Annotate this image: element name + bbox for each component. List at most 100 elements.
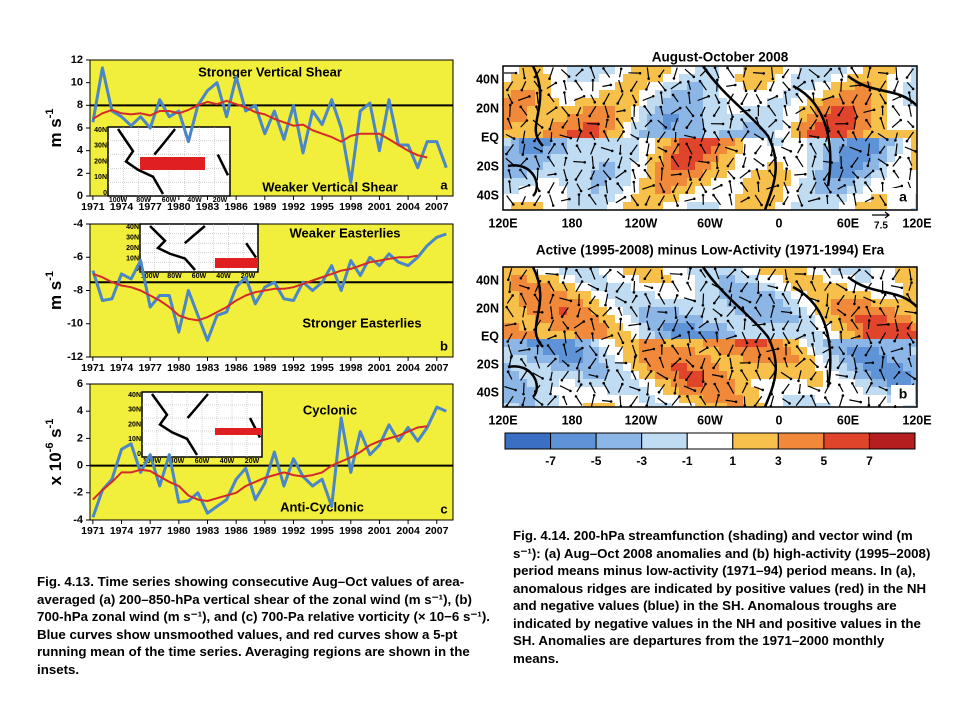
map-cell (527, 186, 535, 194)
map-cell (719, 267, 727, 275)
vector-head (817, 197, 821, 200)
map-cell (767, 154, 775, 162)
vector-head (582, 95, 586, 98)
wind-vector (547, 345, 556, 356)
map-cell (895, 138, 903, 146)
wind-vector (616, 131, 625, 142)
map-cell (759, 363, 767, 371)
vector-head (728, 303, 732, 306)
map-cell (767, 82, 775, 90)
map-cell (871, 146, 879, 154)
map-cell (847, 138, 855, 146)
wind-vector (809, 306, 818, 318)
map-cell (591, 387, 599, 395)
map-cell (599, 162, 607, 170)
wind-vector (741, 331, 748, 344)
vector-head (606, 115, 610, 118)
map-cell (639, 114, 647, 122)
label-text: x 10 (46, 452, 65, 485)
map-cell (559, 371, 567, 379)
map-cell (711, 178, 719, 186)
wind-vector (714, 67, 720, 79)
wind-vector (646, 396, 650, 406)
map-cell (551, 130, 559, 138)
map-cell (727, 339, 735, 347)
map-cell (895, 307, 903, 315)
wind-vector (658, 332, 666, 343)
vector-head (556, 273, 559, 276)
wind-vector (770, 319, 774, 330)
vector-head (864, 181, 867, 184)
map-cell (743, 154, 751, 162)
wind-vector (697, 95, 709, 102)
vector-head (693, 389, 697, 393)
map-cell (791, 331, 799, 339)
map-cell (783, 162, 791, 170)
map-cell (591, 363, 599, 371)
wind-vector (520, 358, 527, 367)
map-cell (839, 186, 847, 194)
vector-head (911, 87, 915, 91)
wind-vector (853, 357, 857, 369)
wind-vector (892, 268, 901, 280)
map-cell (671, 283, 679, 291)
map-cell (895, 371, 903, 379)
vector-head (636, 137, 640, 140)
wind-vector (770, 395, 775, 407)
map-cell (575, 355, 583, 363)
map-cell (535, 114, 543, 122)
map-cell (559, 291, 567, 299)
vector-head (693, 197, 696, 201)
map-cell (831, 307, 839, 315)
map-cell (591, 371, 599, 379)
map-cell (887, 275, 895, 283)
inset-lon-label: 60W (162, 197, 177, 204)
wind-vector (782, 320, 790, 330)
vector-head (507, 169, 511, 172)
map-cell (687, 291, 695, 299)
map-cell (807, 178, 815, 186)
map-cell (623, 403, 631, 407)
map-cell (679, 154, 687, 162)
vector-head (803, 333, 806, 337)
map-cell (671, 339, 679, 347)
wind-vector (660, 269, 663, 279)
map-cell (543, 162, 551, 170)
vector-head (727, 354, 730, 357)
map-cell (791, 170, 799, 178)
map-cell (767, 74, 775, 82)
wind-vector (824, 269, 831, 279)
map-cell (647, 307, 655, 315)
map-cell (855, 90, 863, 98)
map-cell (519, 130, 527, 138)
map-cell (735, 307, 743, 315)
map-cell (767, 122, 775, 130)
wind-vector (615, 296, 626, 303)
wind-vector (796, 156, 804, 168)
map-cell (863, 379, 871, 387)
map-cell (807, 66, 815, 74)
vector-head (521, 153, 525, 156)
vector-head (607, 369, 610, 372)
wind-vector (562, 143, 569, 155)
map-cell (623, 275, 631, 283)
map-cell (831, 387, 839, 395)
vector-head (662, 280, 666, 283)
map-cell (807, 291, 815, 299)
wind-vector (700, 383, 707, 393)
wind-vector (575, 396, 583, 406)
vector-head (864, 353, 868, 357)
wind-vector (795, 108, 805, 115)
vector-head (843, 184, 846, 187)
vector-head (840, 78, 843, 81)
map-cell (847, 371, 855, 379)
map-cell (903, 283, 911, 291)
map-cell (711, 387, 719, 395)
map-cell (543, 267, 551, 275)
wind-vector (550, 306, 553, 319)
map-cell (575, 347, 583, 355)
vector-head (788, 402, 791, 405)
map-cell (887, 98, 895, 106)
map-cell (823, 323, 831, 331)
wind-vector (797, 370, 802, 382)
